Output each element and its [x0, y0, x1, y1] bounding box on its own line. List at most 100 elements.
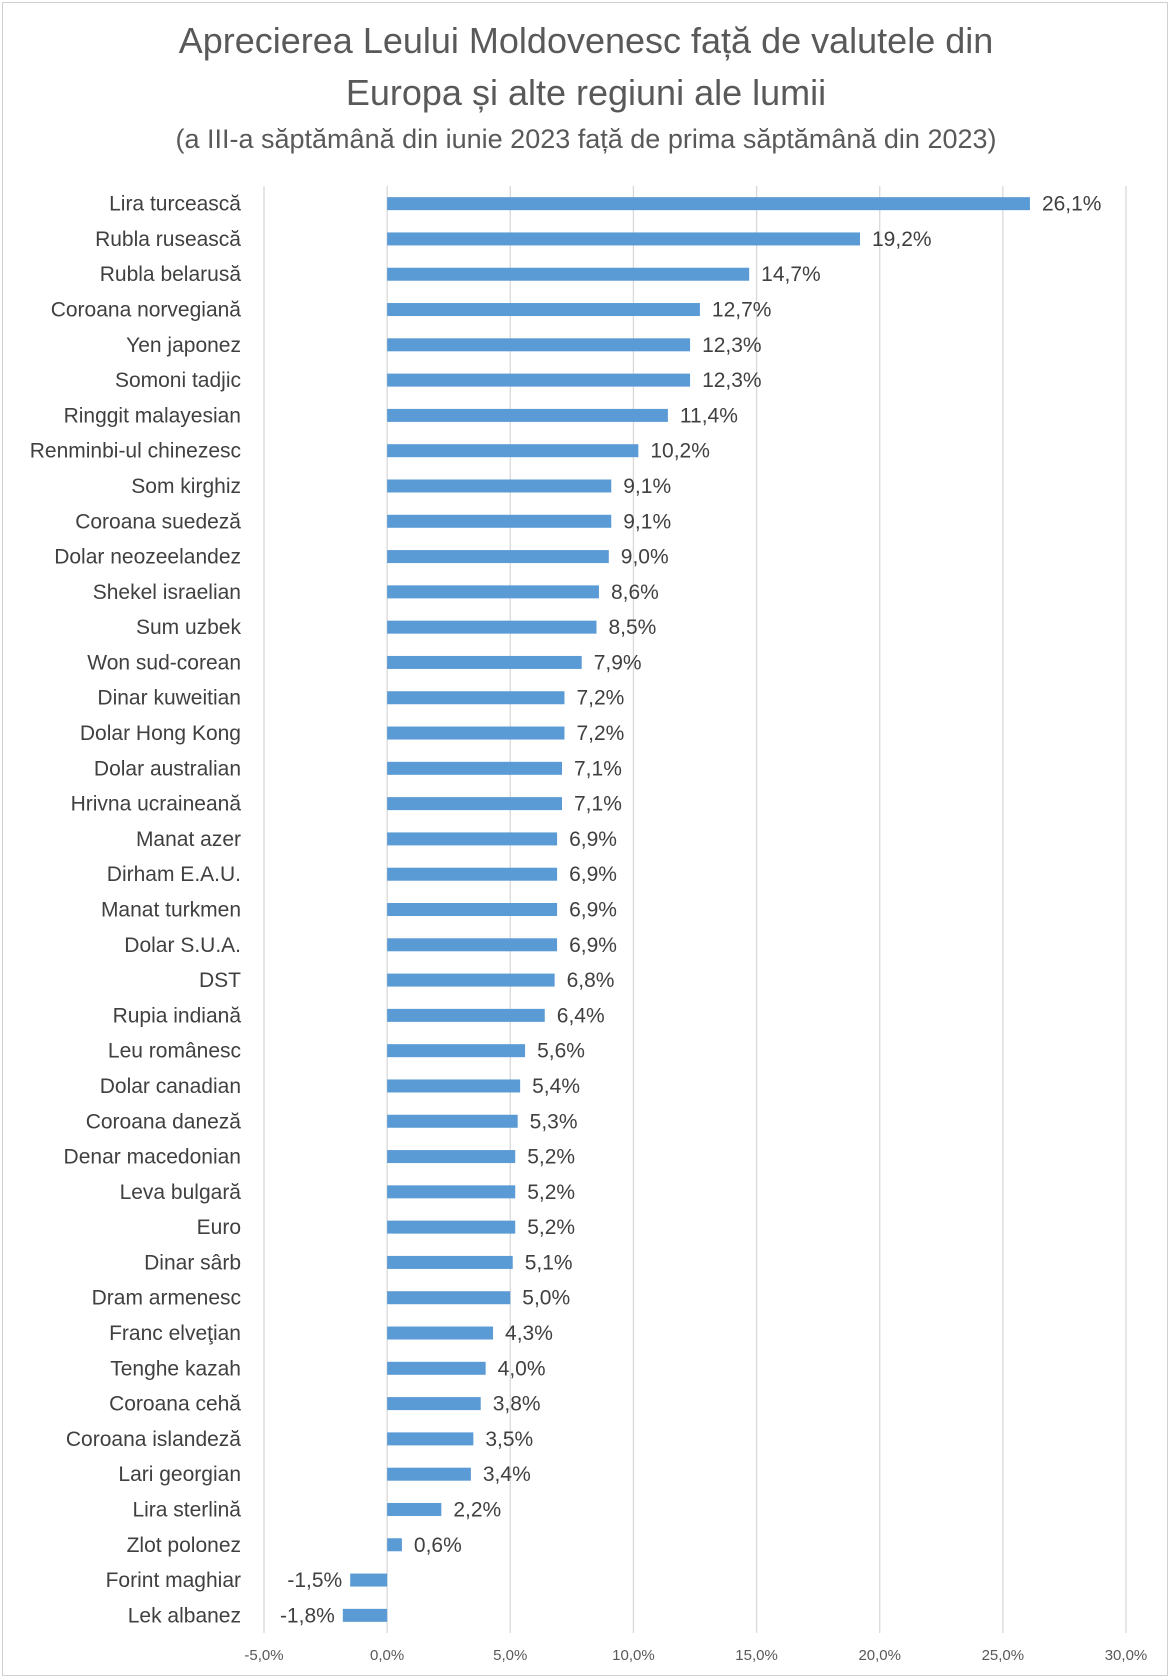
bar: [387, 655, 582, 669]
data-label: 14,7%: [761, 263, 821, 286]
x-tick-label: 30,0%: [1105, 1647, 1148, 1664]
bar: [387, 973, 555, 987]
data-label: -1,5%: [287, 1569, 342, 1592]
category-label: Ringgit malayesian: [64, 404, 241, 427]
data-label: 6,4%: [557, 1004, 605, 1027]
data-label: 5,4%: [532, 1075, 580, 1098]
bar: [350, 1573, 388, 1587]
bar: [387, 1432, 474, 1446]
category-label: Rubla rusească: [95, 228, 241, 251]
category-label: Leva bulgară: [120, 1181, 242, 1204]
data-label: 26,1%: [1042, 193, 1102, 216]
bar: [387, 1326, 494, 1340]
data-label: 8,5%: [608, 616, 656, 639]
category-label: Coroana islandeză: [66, 1428, 241, 1451]
category-label: Sum uzbek: [136, 616, 242, 639]
bar: [387, 832, 558, 846]
bar: [387, 303, 700, 317]
data-label: 9,0%: [621, 546, 669, 569]
data-label: 19,2%: [872, 228, 932, 251]
category-label: Somoni tadjic: [115, 369, 241, 392]
category-label: Coroana daneză: [86, 1110, 242, 1133]
bar: [387, 691, 565, 705]
category-label: Lira sterlină: [132, 1498, 241, 1521]
bar: [387, 338, 691, 352]
data-label: 7,1%: [574, 793, 622, 816]
data-label: 5,2%: [527, 1181, 575, 1204]
x-tick-label: 20,0%: [858, 1647, 901, 1664]
category-label: Yen japonez: [126, 334, 241, 357]
category-label: Lari georgian: [118, 1463, 241, 1486]
bar: [387, 1255, 513, 1269]
category-label: Manat turkmen: [101, 899, 241, 922]
bar: [387, 267, 750, 281]
data-label: 3,8%: [493, 1393, 541, 1416]
category-label: Coroana cehă: [109, 1393, 241, 1416]
bar: [387, 444, 639, 458]
bar: [387, 1467, 471, 1481]
bar: [387, 1114, 518, 1128]
category-label: Hrivna ucraineană: [71, 793, 242, 816]
category-label: Dinar sârb: [144, 1251, 241, 1274]
category-label: Dolar canadian: [100, 1075, 241, 1098]
data-label: 3,5%: [485, 1428, 533, 1451]
category-label: Coroana norvegiană: [51, 299, 242, 322]
data-label: 5,3%: [530, 1110, 578, 1133]
category-label: Coroana suedeză: [75, 510, 241, 533]
category-label: Euro: [197, 1216, 241, 1239]
data-label: 5,2%: [527, 1216, 575, 1239]
bar: [387, 1361, 486, 1375]
bar: [387, 1185, 516, 1199]
x-tick-label: 10,0%: [612, 1647, 655, 1664]
bar: [387, 197, 1030, 211]
category-label: Lek albanez: [128, 1604, 241, 1627]
data-label: 5,0%: [522, 1287, 570, 1310]
data-label: 7,9%: [594, 651, 642, 674]
data-label: 10,2%: [650, 440, 710, 463]
category-label: Dram armenesc: [92, 1287, 241, 1310]
data-label: 9,1%: [623, 510, 671, 533]
category-label: Renminbi-ul chinezesc: [30, 440, 241, 463]
bar: [387, 479, 612, 493]
bar: [387, 585, 599, 599]
category-label: Som kirghiz: [131, 475, 241, 498]
bar: [387, 373, 691, 387]
category-label: Leu românesc: [108, 1040, 241, 1063]
category-label: Manat azer: [136, 828, 241, 851]
x-tick-label: 0,0%: [370, 1647, 404, 1664]
bar: [387, 761, 563, 775]
category-label: Won sud-corean: [87, 651, 241, 674]
x-tick-label: -5,0%: [244, 1647, 283, 1664]
data-label: 3,4%: [483, 1463, 531, 1486]
chart-title-line-2: Europa și alte regiuni ale lumii: [345, 72, 827, 113]
bar: [387, 620, 597, 634]
data-label: 7,2%: [576, 722, 624, 745]
bar: [387, 550, 609, 564]
category-label: DST: [199, 969, 241, 992]
category-label: Zlot polonez: [127, 1534, 241, 1557]
bar: [387, 1220, 516, 1234]
category-label: Dolar neozeelandez: [54, 546, 241, 569]
category-label: Dolar Hong Kong: [80, 722, 241, 745]
data-label: 6,9%: [569, 828, 617, 851]
data-label: 4,0%: [498, 1357, 546, 1380]
data-label: 9,1%: [623, 475, 671, 498]
bar: [387, 1008, 545, 1022]
bar: [387, 938, 558, 952]
data-label: 12,3%: [702, 334, 762, 357]
data-label: 6,8%: [567, 969, 615, 992]
bar: [387, 1291, 511, 1305]
data-label: 6,9%: [569, 934, 617, 957]
bar: [387, 1397, 481, 1411]
bar: [387, 726, 565, 740]
bar: [387, 797, 563, 811]
category-label: Dolar S.U.A.: [124, 934, 241, 957]
x-tick-label: 15,0%: [735, 1647, 778, 1664]
data-label: -1,8%: [280, 1604, 335, 1627]
data-label: 6,9%: [569, 863, 617, 886]
data-label: 0,6%: [414, 1534, 462, 1557]
data-label: 5,2%: [527, 1146, 575, 1169]
data-label: 4,3%: [505, 1322, 553, 1345]
